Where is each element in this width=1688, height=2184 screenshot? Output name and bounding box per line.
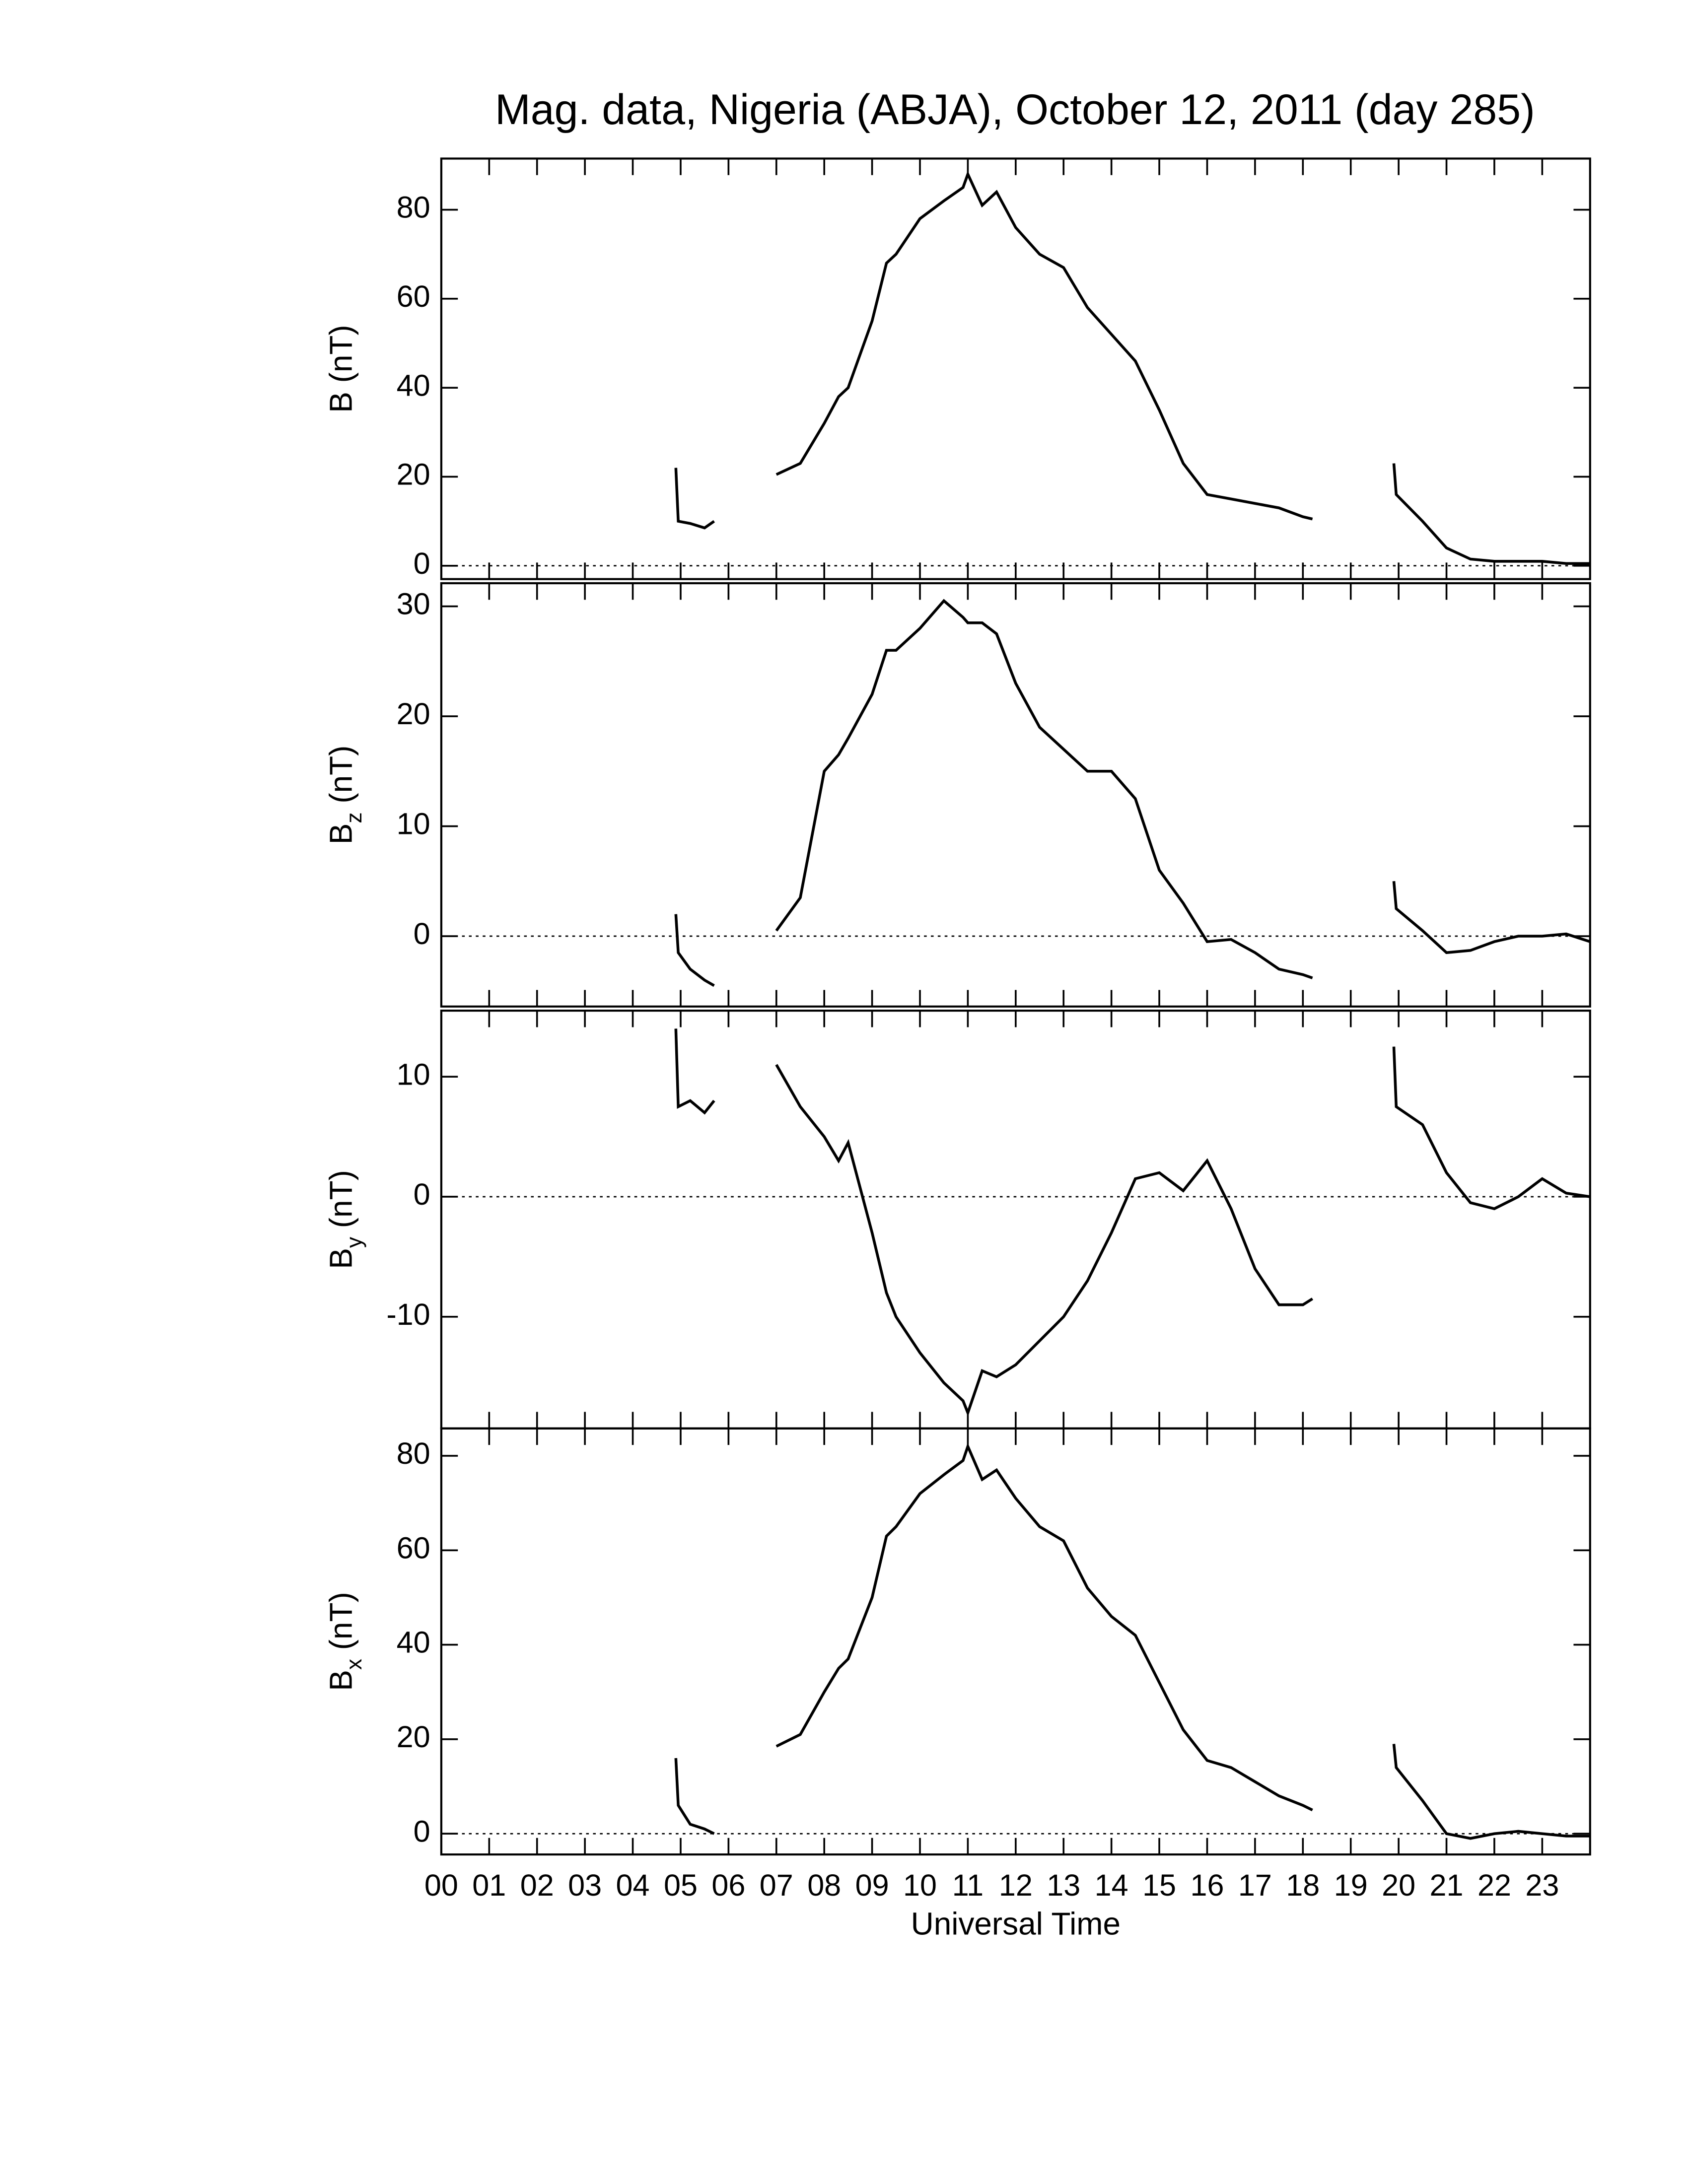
y-axis-label-part: z xyxy=(342,812,366,823)
x-tick-label: 14 xyxy=(1095,1868,1128,1902)
x-tick-label: 13 xyxy=(1047,1868,1080,1902)
y-axis-label: Bx (nT) xyxy=(323,1592,366,1691)
y-tick-label: 10 xyxy=(397,807,430,841)
x-tick-label: 17 xyxy=(1238,1868,1272,1902)
y-tick-label: 0 xyxy=(414,546,430,580)
x-tick-label: 18 xyxy=(1286,1868,1320,1902)
data-line xyxy=(674,1442,1590,1840)
plot-frame xyxy=(440,1427,1591,1856)
data-line xyxy=(674,170,1590,565)
y-tick-label: 0 xyxy=(414,917,430,951)
data-line xyxy=(674,1028,1591,1417)
y-tick-label: 60 xyxy=(397,1531,430,1565)
data-line xyxy=(674,599,1591,987)
plot-frame xyxy=(440,582,1591,1008)
x-tick-label: 05 xyxy=(664,1868,698,1902)
y-tick-label: -10 xyxy=(386,1297,430,1331)
x-tick-label: 23 xyxy=(1525,1868,1559,1902)
x-tick-label: 21 xyxy=(1430,1868,1464,1902)
x-tick-label: 12 xyxy=(999,1868,1033,1902)
x-tick-label: 20 xyxy=(1382,1868,1415,1902)
chart-title: Mag. data, Nigeria (ABJA), October 12, 2… xyxy=(495,86,1535,134)
y-axis-label-part: B xyxy=(323,1670,358,1691)
y-axis-label: Bz (nT) xyxy=(323,746,366,845)
y-axis-label-part: B xyxy=(323,823,358,845)
y-axis-label-part: B xyxy=(323,1248,358,1269)
x-tick-label: 10 xyxy=(903,1868,937,1902)
y-axis-label-part: B (nT) xyxy=(323,325,358,412)
x-tick-label: 19 xyxy=(1334,1868,1368,1902)
x-tick-label: 04 xyxy=(616,1868,650,1902)
y-tick-label: 80 xyxy=(397,191,430,224)
x-tick-label: 00 xyxy=(424,1868,458,1902)
x-tick-label: 06 xyxy=(711,1868,745,1902)
y-tick-label: 60 xyxy=(397,279,430,313)
x-tick-label: 16 xyxy=(1190,1868,1224,1902)
x-tick-label: 15 xyxy=(1142,1868,1176,1902)
x-tick-label: 11 xyxy=(952,1868,984,1902)
y-tick-label: 80 xyxy=(397,1436,430,1470)
x-axis-label: Universal Time xyxy=(911,1906,1121,1941)
x-tick-label: 01 xyxy=(472,1868,506,1902)
y-axis-label-part: (nT) xyxy=(323,1170,358,1237)
y-axis-label-part: (nT) xyxy=(323,1592,358,1659)
x-tick-label: 03 xyxy=(568,1868,602,1902)
x-tick-label: 09 xyxy=(855,1868,889,1902)
x-tick-label: 02 xyxy=(520,1868,554,1902)
x-tick-label: 07 xyxy=(760,1868,793,1902)
x-tick-label: 08 xyxy=(807,1868,841,1902)
y-tick-label: 0 xyxy=(414,1814,430,1848)
y-tick-label: 0 xyxy=(414,1177,430,1211)
y-axis-label-part: (nT) xyxy=(323,746,358,813)
y-axis-label: By (nT) xyxy=(323,1170,366,1269)
x-tick-label: 22 xyxy=(1477,1868,1511,1902)
y-tick-label: 20 xyxy=(397,697,430,731)
y-tick-label: 10 xyxy=(397,1057,430,1091)
y-tick-label: 20 xyxy=(397,1720,430,1754)
y-tick-label: 20 xyxy=(397,458,430,491)
y-axis-label-part: x xyxy=(342,1659,366,1670)
y-axis-label: B (nT) xyxy=(323,325,358,412)
y-axis-label-part: y xyxy=(342,1236,366,1248)
y-tick-label: 40 xyxy=(397,368,430,402)
y-tick-label: 30 xyxy=(397,587,430,621)
y-tick-label: 40 xyxy=(397,1626,430,1659)
